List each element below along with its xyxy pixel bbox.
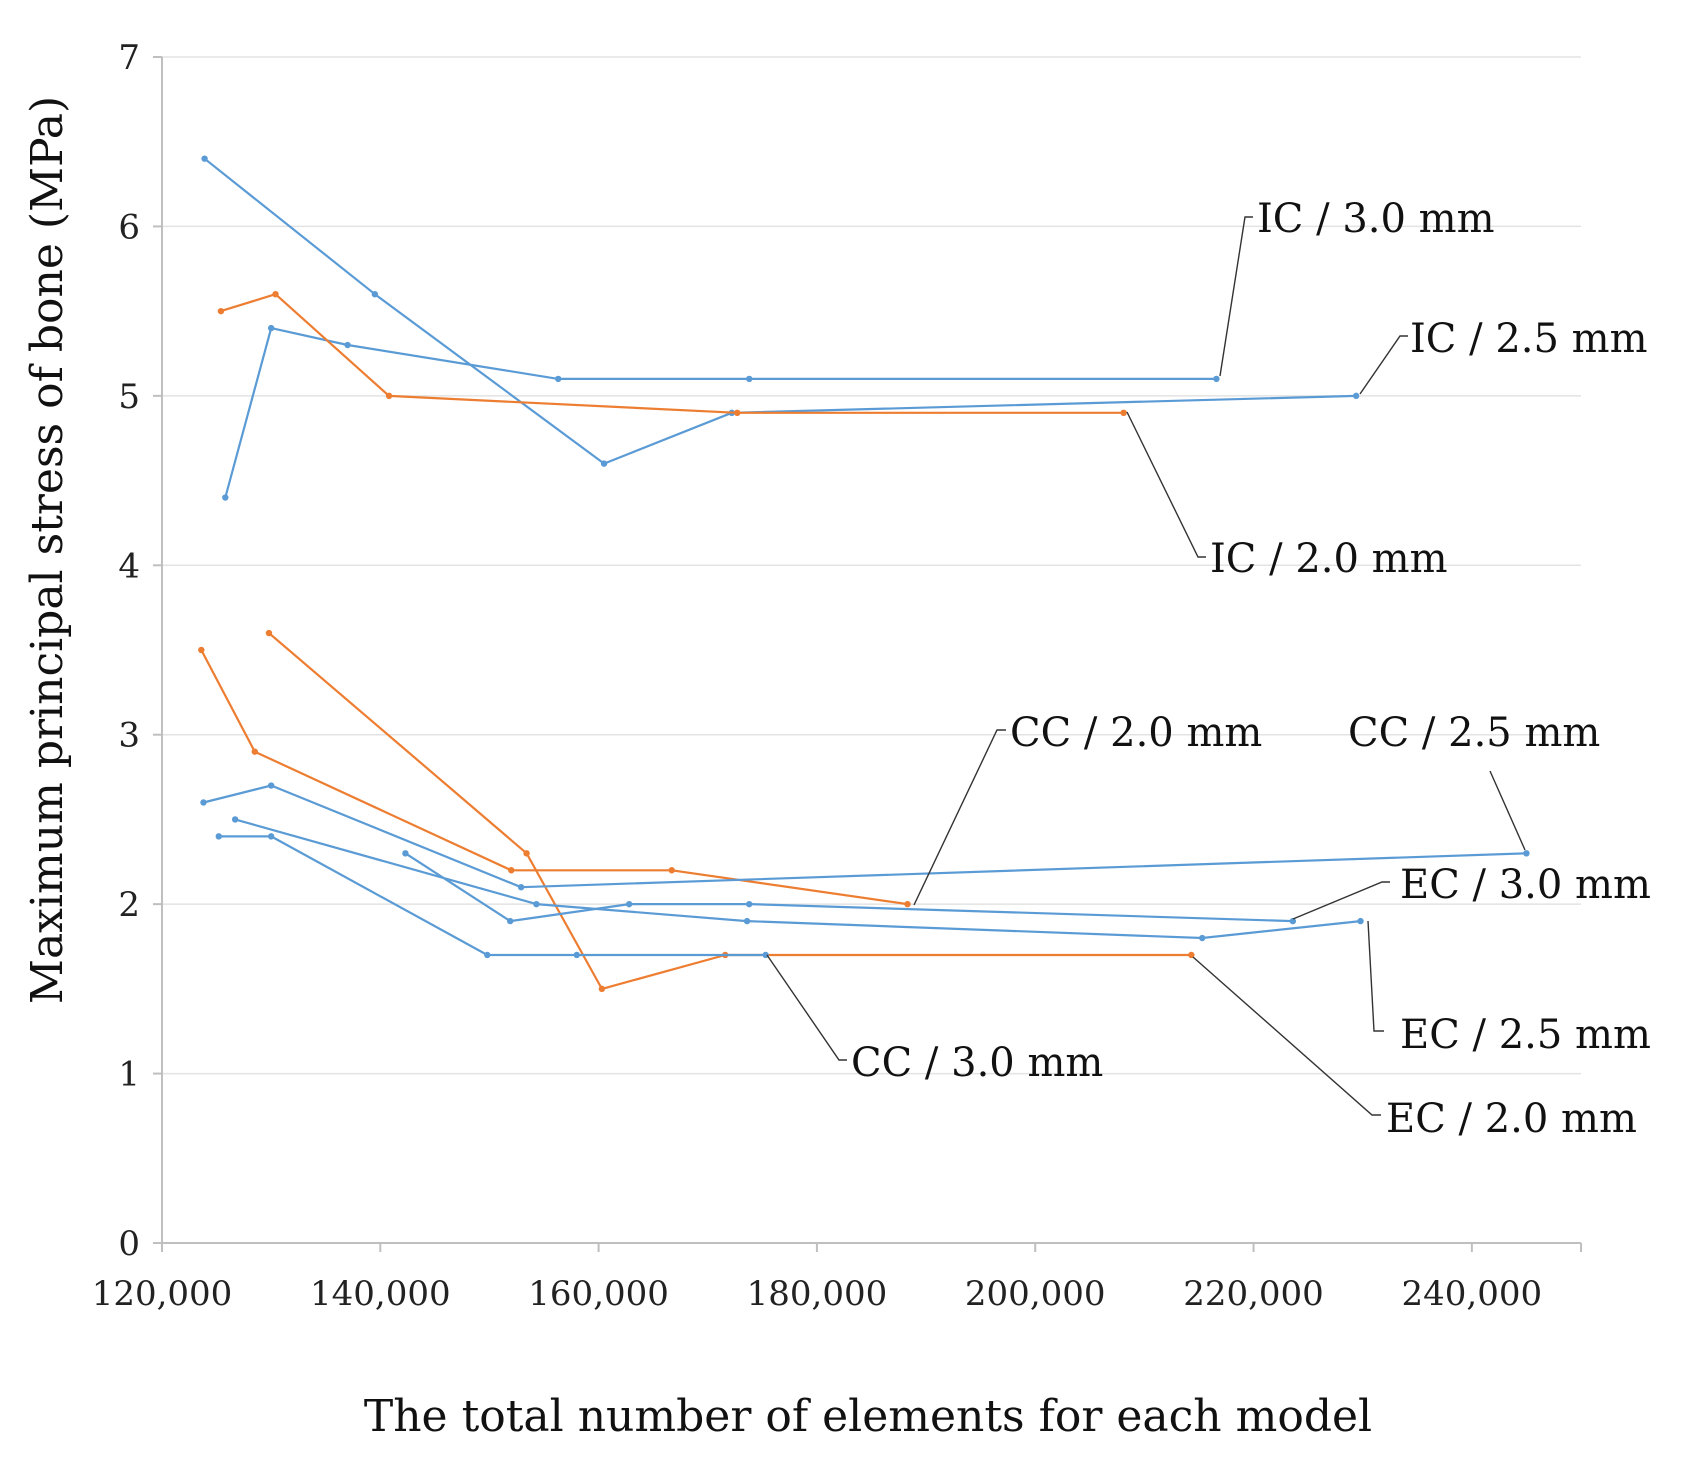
x-tick-label: 220,000 (1183, 1274, 1324, 1314)
data-point-ic-2-0-mm (385, 392, 393, 400)
data-point-cc-2-5-mm (517, 884, 525, 891)
data-point-ic-2-5-mm (600, 460, 608, 467)
y-tick-label: 6 (118, 207, 140, 247)
axes (153, 56, 1582, 1252)
data-point-ec-3-0-mm (1289, 917, 1297, 925)
annotation-cc-3-0-mm: CC / 3.0 mm (851, 1040, 1103, 1086)
y-tick-label: 5 (118, 377, 140, 417)
data-point-ec-2-5-mm (231, 816, 239, 823)
data-point-ic-2-5-mm (371, 291, 379, 298)
series-line-ic-3-0-mm (224, 327, 1217, 498)
y-tick-label: 0 (118, 1224, 140, 1264)
data-point-ec-3-0-mm (402, 850, 409, 857)
y-tick-label: 3 (118, 716, 140, 756)
series-line-cc-3-0-mm (268, 632, 1192, 991)
data-point-cc-3-0-mm (523, 850, 530, 857)
data-point-ec-3-0-mm (507, 917, 514, 925)
leader-line-ic-2-0-mm (1126, 411, 1206, 558)
annotation-ec-2-5-mm: EC / 2.5 mm (1400, 1012, 1651, 1058)
data-point-ic-3-0-mm (344, 341, 351, 349)
y-axis-title: Maximum principal stress of bone (MPa) (22, 96, 73, 1004)
data-point-cc-3-0-mm (1188, 951, 1195, 959)
data-point-cc-2-5-mm (267, 782, 275, 789)
data-point-ic-3-0-mm (1213, 375, 1220, 383)
y-tick-label: 7 (118, 38, 140, 78)
leader-line-ec-2-0-mm (1192, 956, 1381, 1116)
data-point-cc-3-0-mm (265, 629, 273, 637)
x-tick-label: 200,000 (965, 1274, 1106, 1314)
series-line-cc-2-0-mm (200, 649, 908, 906)
x-tick-label: 120,000 (92, 1274, 233, 1314)
annotation-labels: IC / 3.0 mm IC / 2.5 mm IC / 2.0 mm CC / 2.… (851, 196, 1651, 1142)
data-point-ic-2-0-mm (272, 291, 279, 298)
data-point-cc-2-5-mm (1523, 850, 1530, 857)
data-point-ic-3-0-mm (222, 494, 229, 501)
data-point-ic-2-5-mm (1352, 392, 1360, 400)
x-tick-label: 240,000 (1402, 1274, 1543, 1314)
data-point-ic-3-0-mm (267, 324, 275, 332)
data-point-cc-2-0-mm (668, 867, 675, 874)
data-point-ec-2-5-mm (1199, 934, 1206, 942)
data-point-cc-2-0-mm (198, 646, 205, 654)
series-line-ic-2-0-mm (220, 293, 1124, 414)
leader-line-cc-3-0-mm (766, 954, 847, 1061)
series-lines (198, 155, 1530, 993)
annotation-ic-2-0-mm: IC / 2.0 mm (1210, 536, 1448, 582)
x-axis-title: The total number of elements for each mo… (364, 1391, 1372, 1442)
data-point-ic-2-5-mm (201, 155, 208, 162)
data-point-ic-2-0-mm (1120, 409, 1127, 416)
data-point-ec-2-0-mm (762, 951, 769, 959)
leader-line-ic-2-5-mm (1359, 335, 1408, 395)
data-point-ec-2-0-mm (215, 833, 222, 840)
series-line-ec-2-0-mm (218, 835, 766, 957)
data-point-ec-2-0-mm (573, 951, 580, 959)
data-point-ic-2-0-mm (217, 307, 225, 315)
data-point-ic-3-0-mm (555, 375, 562, 383)
leader-line-ec-2-5-mm (1367, 920, 1384, 1032)
annotation-ec-2-0-mm: EC / 2.0 mm (1386, 1096, 1637, 1142)
x-tick-label: 160,000 (528, 1274, 669, 1314)
series-line-cc-2-5-mm (203, 784, 1527, 889)
data-point-cc-2-0-mm (508, 867, 515, 874)
annotation-cc-2-0-mm: CC / 2.0 mm (1010, 710, 1262, 756)
data-point-ec-2-0-mm (484, 951, 491, 959)
leader-line-cc-2-5-mm (1489, 770, 1526, 851)
annotation-ic-3-0-mm: IC / 3.0 mm (1257, 196, 1495, 242)
data-point-cc-2-5-mm (200, 799, 207, 806)
leader-line-ec-3-0-mm (1292, 881, 1390, 920)
annotation-cc-2-5-mm: CC / 2.5 mm (1348, 710, 1600, 756)
data-point-ec-2-0-mm (267, 833, 275, 840)
x-tick-label: 140,000 (310, 1274, 451, 1314)
data-point-ic-2-0-mm (734, 409, 741, 416)
leader-line-ic-3-0-mm (1219, 216, 1253, 377)
data-point-cc-2-0-mm (251, 748, 258, 755)
annotation-ic-2-5-mm: IC / 2.5 mm (1410, 316, 1648, 362)
x-tick-labels: 120,000 140,000 160,000 180,000 200,000 220,0… (92, 1274, 1542, 1314)
data-point-ec-2-5-mm (533, 900, 540, 908)
y-tick-label: 1 (118, 1055, 140, 1095)
data-point-ec-3-0-mm (746, 900, 753, 908)
annotation-leaders (766, 216, 1526, 1116)
data-point-ec-2-5-mm (1357, 917, 1364, 925)
data-point-ic-3-0-mm (746, 375, 753, 383)
data-point-ec-3-0-mm (625, 900, 633, 908)
y-tick-label: 2 (118, 885, 140, 925)
y-tick-label: 4 (118, 546, 140, 586)
data-point-ec-2-5-mm (743, 917, 751, 925)
y-tick-labels: 0 1 2 3 4 5 6 7 (118, 38, 140, 1264)
data-point-cc-2-0-mm (904, 900, 911, 908)
leader-line-cc-2-0-mm (913, 729, 1006, 906)
series-line-ic-2-5-mm (203, 157, 1357, 465)
data-point-cc-3-0-mm (598, 985, 606, 993)
annotation-ec-3-0-mm: EC / 3.0 mm (1400, 862, 1651, 908)
x-tick-label: 180,000 (747, 1274, 888, 1314)
